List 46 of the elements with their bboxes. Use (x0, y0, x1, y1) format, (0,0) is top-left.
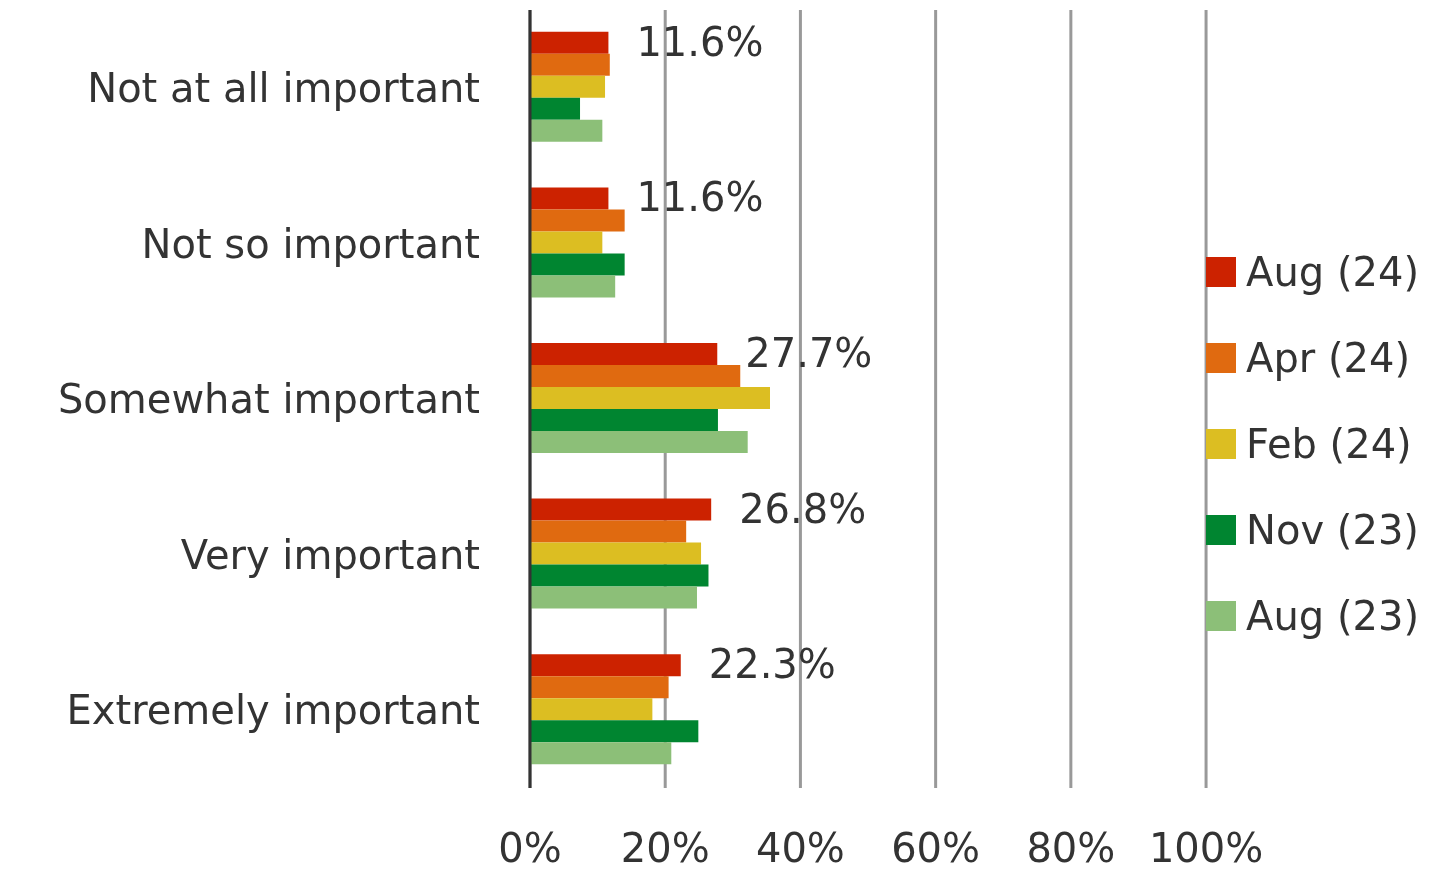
data-label: 22.3% (708, 641, 836, 688)
y-tick-label: Somewhat important (57, 376, 480, 423)
bar (530, 253, 625, 276)
bar (530, 520, 687, 543)
bar (530, 720, 699, 743)
bar (530, 119, 603, 142)
bar (530, 53, 610, 76)
bar (530, 75, 606, 98)
data-label: 26.8% (739, 485, 867, 532)
x-tick-label: 100% (1148, 825, 1264, 872)
bar (530, 342, 718, 365)
bar (530, 654, 681, 677)
bar (530, 275, 616, 298)
legend-label: Apr (24) (1246, 334, 1411, 383)
y-tick-label: Extremely important (66, 687, 480, 734)
x-tick-label: 20% (620, 825, 710, 872)
bar (530, 586, 697, 609)
bar (530, 742, 672, 765)
bar (530, 676, 669, 699)
data-label: 11.6% (636, 18, 764, 65)
bar (530, 364, 741, 387)
legend-label: Aug (24) (1246, 248, 1419, 297)
bar (530, 430, 748, 453)
bar (530, 498, 712, 521)
bar (530, 386, 770, 409)
data-label: 11.6% (636, 174, 764, 221)
legend-label: Nov (23) (1246, 506, 1419, 555)
x-tick-label: 0% (498, 825, 562, 872)
y-tick-label: Not at all important (87, 65, 480, 111)
data-label: 27.7% (745, 329, 873, 376)
y-tick-label: Not so important (141, 220, 480, 267)
bar (530, 97, 581, 120)
x-tick-label: 60% (891, 825, 981, 872)
bar (530, 231, 603, 254)
legend-label: Aug (23) (1246, 592, 1419, 641)
x-tick-label: 40% (755, 825, 845, 872)
bar (530, 698, 653, 721)
x-tick-label: 80% (1026, 825, 1116, 872)
bar (530, 209, 625, 232)
bar (530, 564, 709, 587)
legend-label: Feb (24) (1246, 420, 1412, 469)
bar (530, 187, 609, 210)
y-tick-label: Very important (180, 531, 480, 578)
bar (530, 408, 718, 431)
bar (530, 542, 702, 565)
bar (530, 31, 609, 54)
